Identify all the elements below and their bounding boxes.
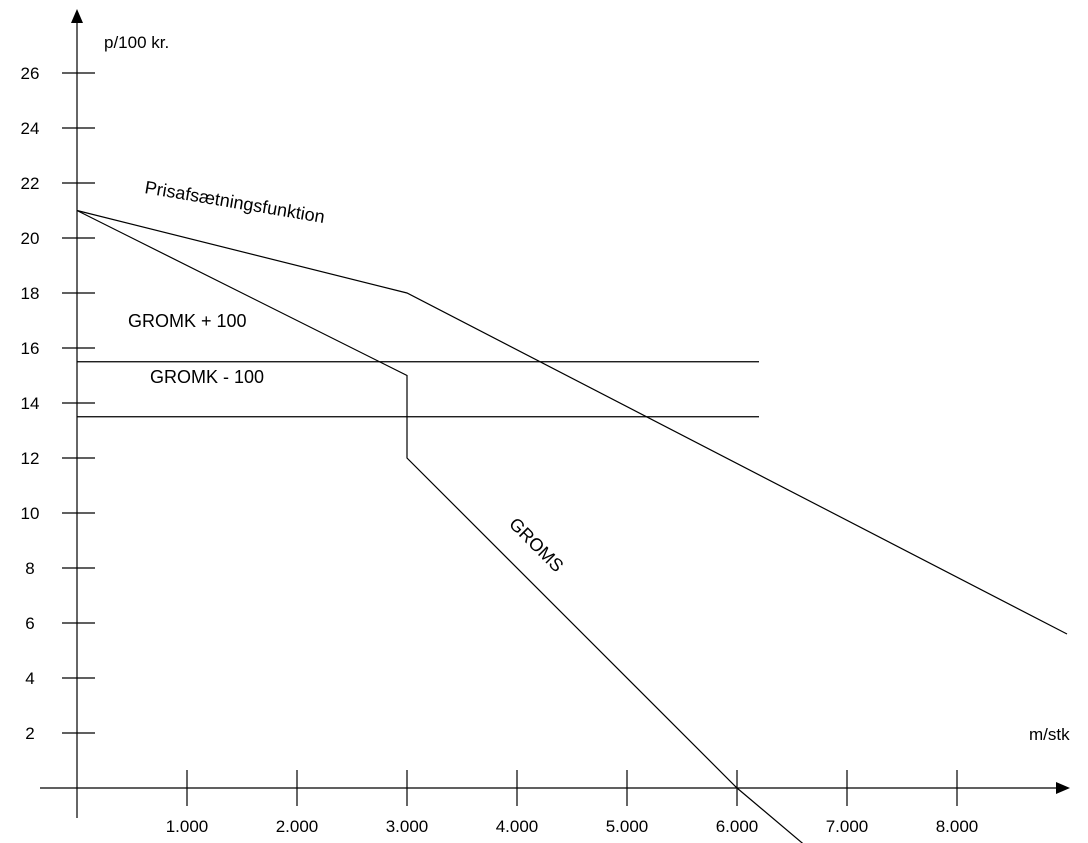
- y-tick-label: 16: [21, 339, 40, 358]
- y-tick-label: 10: [21, 504, 40, 523]
- x-tick-label: 3.000: [386, 817, 429, 836]
- y-tick-label: 6: [25, 614, 34, 633]
- x-tick-label: 8.000: [936, 817, 979, 836]
- y-tick-label: 26: [21, 64, 40, 83]
- series-lines: [76, 209, 1068, 843]
- series-line-groms: [76, 209, 804, 843]
- y-tick-label: 18: [21, 284, 40, 303]
- x-axis-title: m/stk: [1029, 725, 1070, 744]
- x-axis-arrow: [1056, 782, 1070, 794]
- series-label-prisafsaetning: Prisafsætningsfunktion: [143, 177, 326, 227]
- y-tick-label: 8: [25, 559, 34, 578]
- y-tick-label: 2: [25, 724, 34, 743]
- y-tick-label: 24: [21, 119, 40, 138]
- series-label-gromk-plus: GROMK + 100: [128, 311, 247, 331]
- series-label-gromk-minus: GROMK - 100: [150, 367, 264, 387]
- series-line-prisafsaetning: [76, 209, 1068, 635]
- y-axis-title: p/100 kr.: [104, 33, 169, 52]
- y-tick-label: 12: [21, 449, 40, 468]
- axes: [40, 9, 1070, 818]
- y-axis-arrow: [71, 9, 83, 23]
- x-tick-label: 5.000: [606, 817, 649, 836]
- x-tick-label: 6.000: [716, 817, 759, 836]
- series-label-groms: GROMS: [505, 514, 567, 576]
- y-tick-label: 22: [21, 174, 40, 193]
- x-tick-label: 7.000: [826, 817, 869, 836]
- x-tick-label: 4.000: [496, 817, 539, 836]
- y-tick-label: 4: [25, 669, 34, 688]
- x-tick-label: 1.000: [166, 817, 209, 836]
- ticks: 1.000 2.000 3.000 4.000 5.000 6.000 7.000 8.000…: [21, 64, 979, 836]
- x-tick-label: 2.000: [276, 817, 319, 836]
- y-tick-label: 20: [21, 229, 40, 248]
- y-tick-label: 14: [21, 394, 40, 413]
